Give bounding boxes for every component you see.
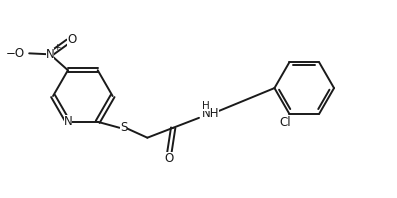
Text: +: + <box>53 43 61 52</box>
Text: H: H <box>202 101 210 111</box>
Text: −O: −O <box>6 47 25 60</box>
Text: O: O <box>165 152 174 165</box>
Text: N: N <box>64 115 72 128</box>
Text: S: S <box>120 121 127 134</box>
Text: N: N <box>46 48 54 61</box>
Text: Cl: Cl <box>279 116 291 129</box>
Text: O: O <box>67 33 77 46</box>
Text: NH: NH <box>202 107 220 120</box>
